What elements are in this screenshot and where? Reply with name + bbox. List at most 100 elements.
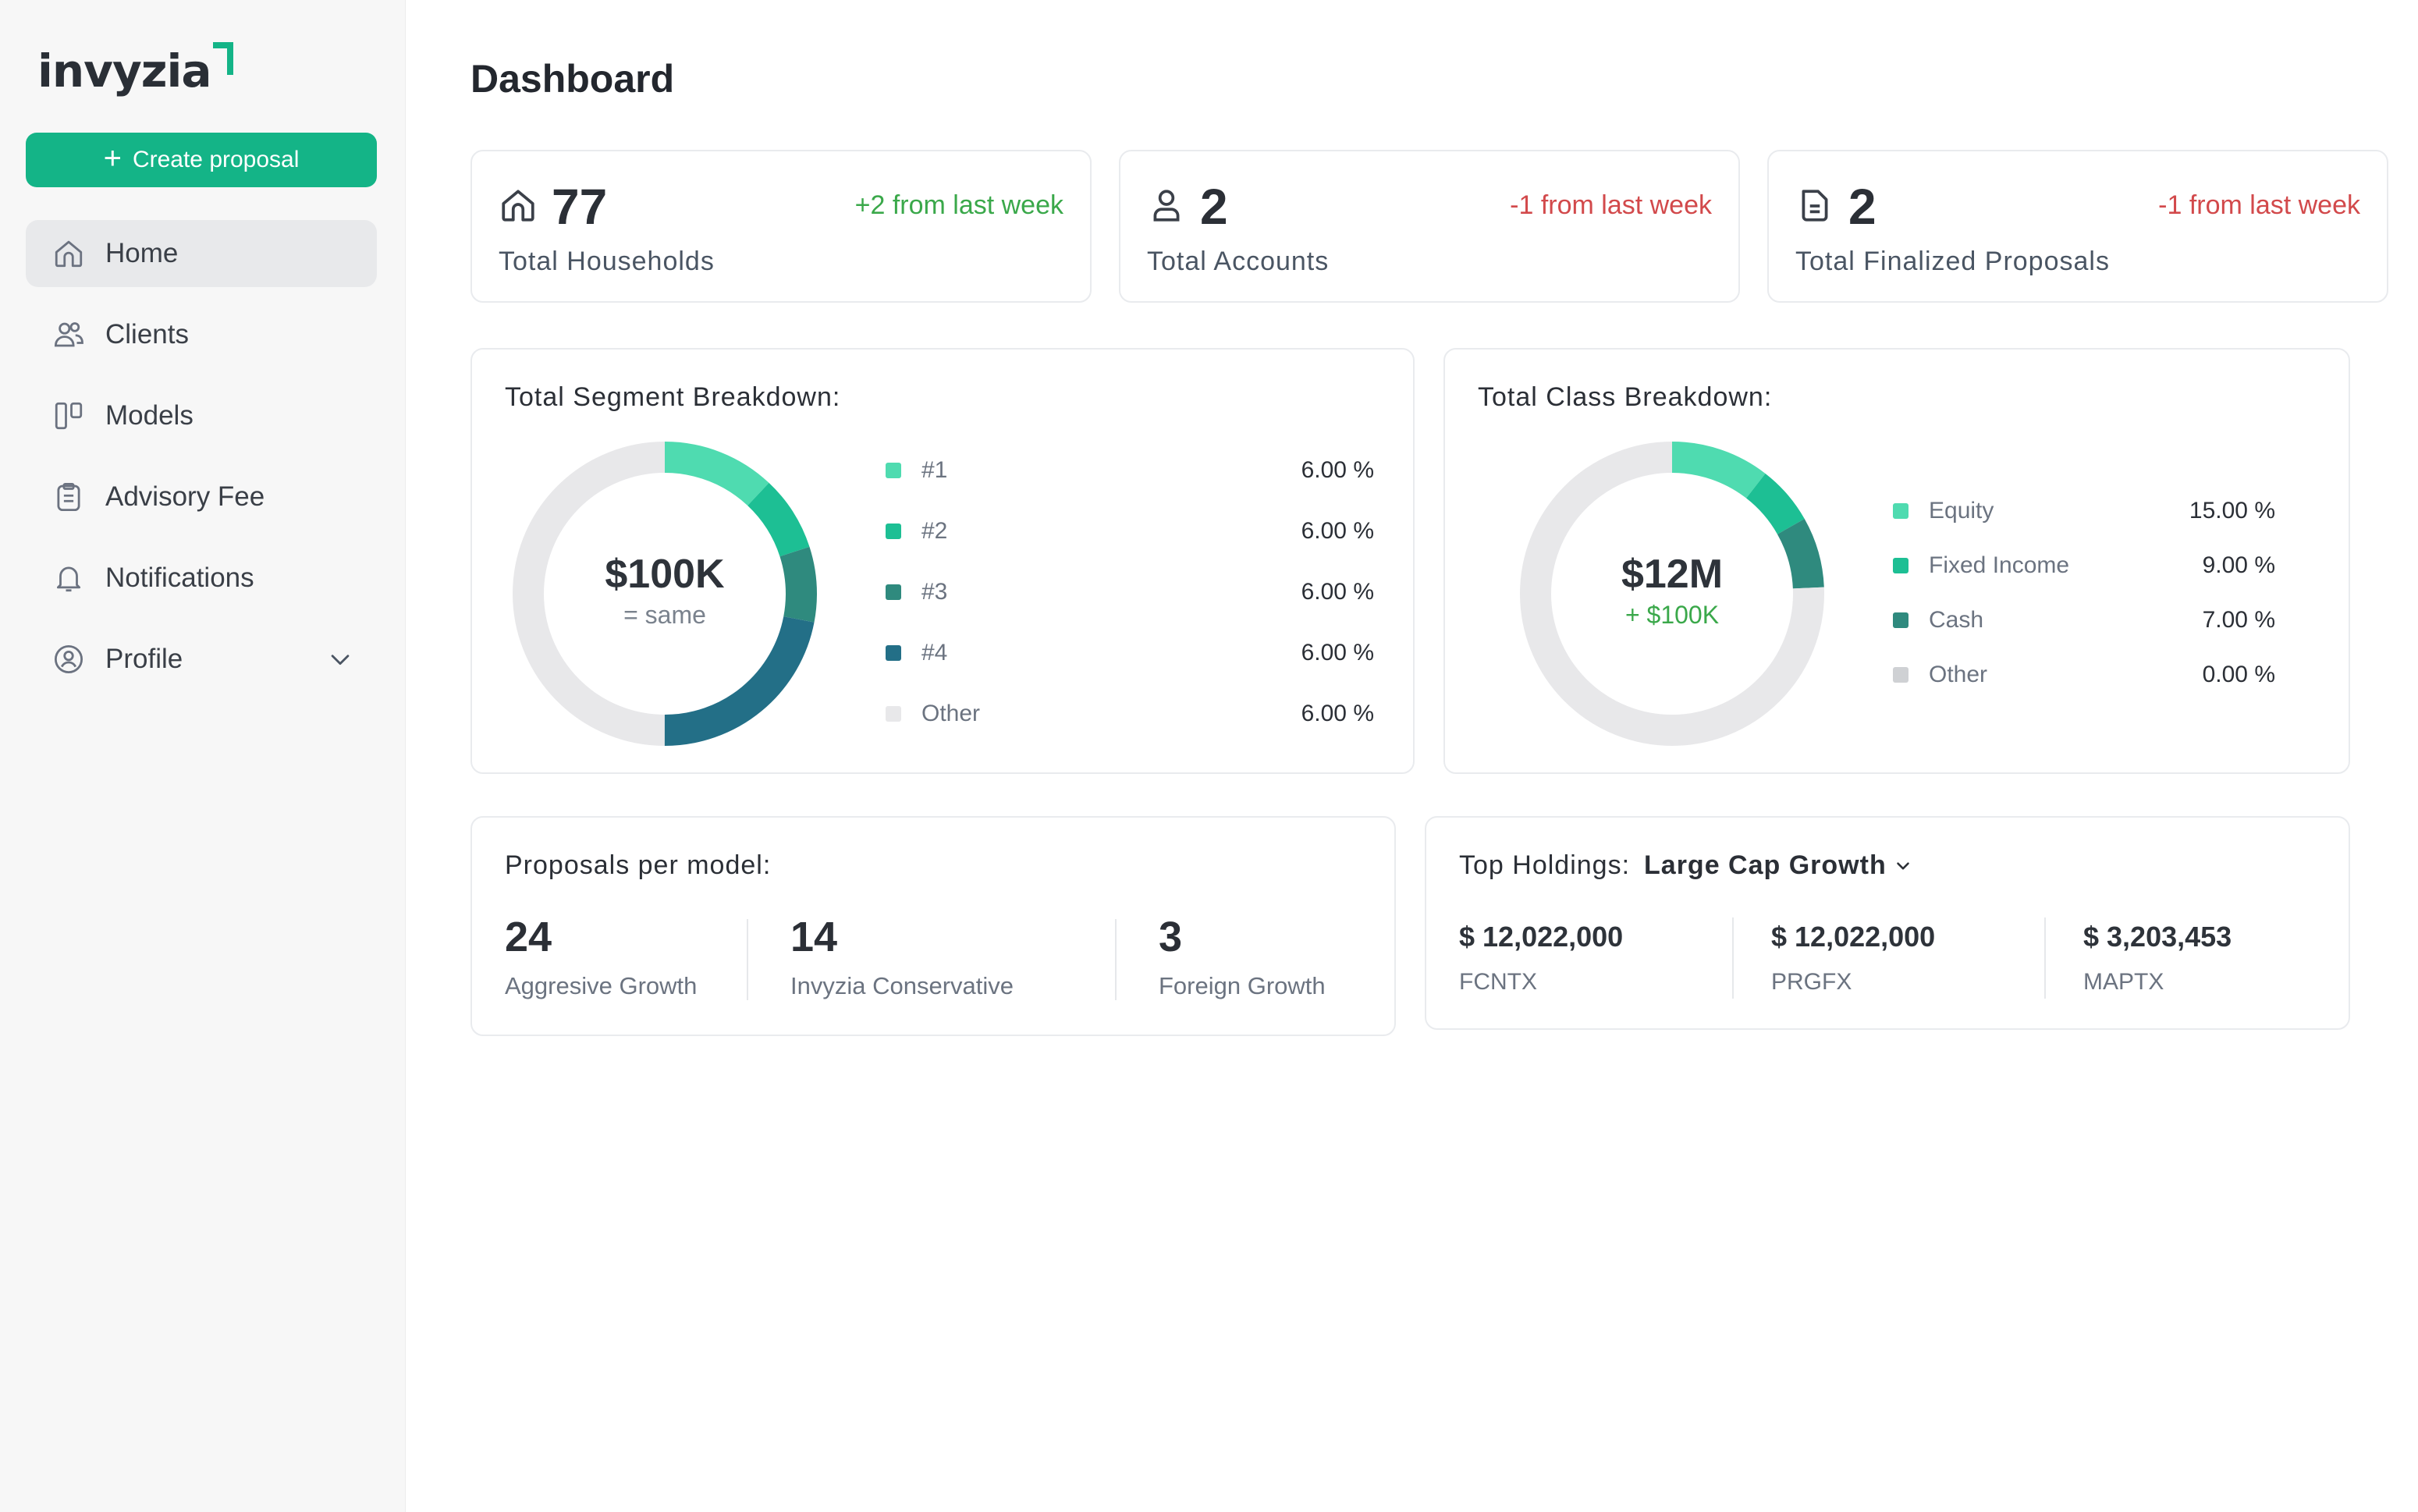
donut-center: $100K = same [513,551,817,630]
segment-donut-chart [513,442,817,746]
donut-center: $12M + $100K [1520,551,1824,630]
legend-item: Equity [1893,498,1994,524]
legend-item: Cash [1893,607,1983,634]
segment-donut: $100K = same [513,442,817,746]
sidebar-item-profile[interactable]: Profile [26,626,377,693]
donut-slice-other [1520,442,1824,746]
sidebar-item-label: Notifications [105,563,254,593]
legend-label: Fixed Income [1929,552,2070,578]
sidebar-item-label: Home [105,238,179,268]
legend-item: #2 [886,518,947,545]
legend-label: Equity [1929,498,1994,524]
chevron-down-icon[interactable] [327,646,353,673]
user-circle-icon [54,644,83,674]
holding-value: $ 12,022,000 [1771,921,1936,953]
divider [1115,919,1117,1000]
stat-card-accounts: 2 Total Accounts -1 from last week [1119,150,1740,303]
stat-value: 2 [1848,179,1877,235]
donut-center-value: $100K [605,552,725,597]
legend-item: Fixed Income [1893,552,2069,579]
legend-label: Other [921,701,981,726]
legend-label: #1 [921,457,948,483]
stat-label: Total Accounts [1147,247,1330,276]
top-holdings-title: Top Holdings: Large Cap Growth [1459,850,1913,881]
legend-label: #2 [921,518,948,544]
legend-value: 0.00 % [2202,662,2275,687]
stat-value: 2 [1200,179,1228,235]
plus-icon: + [103,141,122,176]
card-title: Total Class Breakdown: [1478,382,1773,412]
create-proposal-button[interactable]: + Create proposal [26,133,377,187]
divider [747,919,748,1000]
logo[interactable]: invyzia [37,39,233,94]
legend-item: #4 [886,640,947,666]
legend-swatch [886,584,901,600]
proposal-count: 3 [1159,914,1183,960]
legend-item: Other [886,701,980,727]
donut-slice--4 [513,442,817,746]
donut-center-sub: = same [623,601,706,629]
sidebar-item-notifications[interactable]: Notifications [26,545,377,612]
sidebar-item-label: Advisory Fee [105,481,265,512]
legend-item: #1 [886,457,947,484]
legend-swatch [886,645,901,661]
sidebar-item-home[interactable]: Home [26,220,377,287]
class-donut-chart [1520,442,1824,746]
columns-icon [55,402,83,430]
segment-breakdown-card: Total Segment Breakdown: $100K = same #1… [470,348,1415,774]
sidebar-item-models[interactable]: Models [26,382,377,449]
legend-swatch [1893,558,1908,573]
clipboard-icon [57,482,80,512]
donut-slice--3 [513,442,817,746]
home-icon [502,190,534,222]
home-icon [55,240,83,268]
legend-swatch [1893,612,1908,628]
legend-value: 15.00 % [2189,498,2275,524]
logo-text: invyzia [37,44,212,98]
chevron-down-icon [1896,861,1909,870]
legend-value: 7.00 % [2202,607,2275,633]
legend-label: Other [1929,662,1988,687]
donut-center-value: $12M [1621,552,1724,597]
create-proposal-label: Create proposal [132,147,300,172]
stat-value: 77 [552,179,608,235]
top-holdings-card: Top Holdings: Large Cap Growth $ 12,022,… [1425,816,2350,1030]
stat-card-proposals: 2 Total Finalized Proposals -1 from last… [1767,150,2388,303]
stat-card-households: 77 Total Households +2 from last week [470,150,1092,303]
proposal-model-name: Foreign Growth [1159,972,1326,999]
donut-slice-other [513,442,817,746]
proposal-model-name: Aggresive Growth [505,972,698,999]
legend-swatch [1893,667,1908,683]
legend-value: 6.00 % [1301,701,1374,726]
stat-change: -1 from last week [1510,190,1712,220]
card-title: Proposals per model: [505,850,772,880]
divider [2044,917,2046,999]
legend-swatch [886,524,901,539]
stat-change: -1 from last week [2158,190,2360,220]
sidebar-item-advisory-fee[interactable]: Advisory Fee [26,463,377,531]
sidebar-item-label: Profile [105,644,183,674]
card-title: Total Segment Breakdown: [505,382,841,412]
legend-swatch [886,463,901,478]
user-icon [1153,190,1180,222]
holding-value: $ 12,022,000 [1459,921,1624,953]
logo-mark-icon [212,42,233,75]
class-breakdown-card: Total Class Breakdown: $12M + $100K Equi… [1443,348,2350,774]
holding-ticker: FCNTX [1459,969,1537,995]
page-title: Dashboard [470,57,675,101]
legend-value: 6.00 % [1301,579,1374,605]
holding-value: $ 3,203,453 [2083,921,2232,953]
sidebar-item-clients[interactable]: Clients [26,301,377,368]
users-icon [54,322,83,347]
bell-icon [56,566,81,592]
legend-value: 6.00 % [1301,457,1374,483]
sidebar-nav: Home Clients Models Advis [26,220,377,707]
donut-center-sub: + $100K [1624,601,1720,629]
legend-value: 9.00 % [2202,552,2275,578]
legend-item: Other [1893,662,1987,688]
holdings-category-select[interactable]: Large Cap Growth [1644,850,1913,881]
sidebar-item-label: Clients [105,319,189,350]
holding-ticker: MAPTX [2083,969,2164,995]
proposal-count: 14 [790,914,838,960]
